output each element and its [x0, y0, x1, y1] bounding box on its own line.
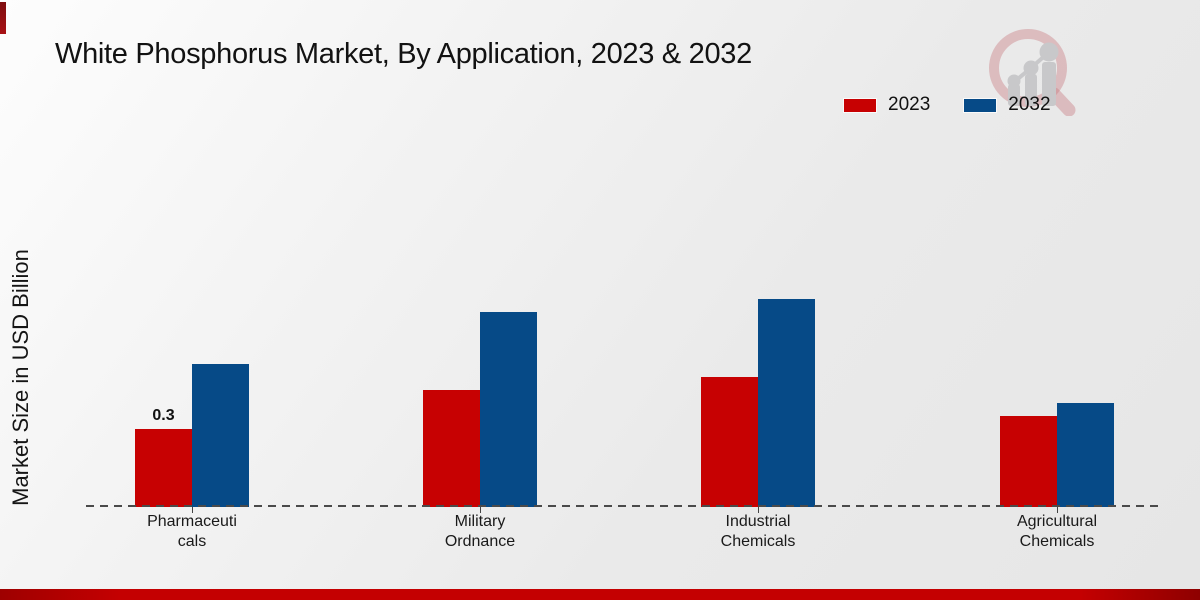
corner-accent-mark	[0, 2, 6, 34]
bar-2032-pharmaceuticals	[192, 364, 249, 507]
legend-item-2032: 2032	[963, 94, 1051, 116]
page-title: White Phosphorus Market, By Application,…	[55, 38, 752, 70]
legend-label: 2032	[1008, 94, 1051, 115]
magnifier-bar-chart-logo-icon	[989, 29, 1076, 116]
bar-2023-pharmaceuticals	[135, 429, 192, 507]
bar-2023-industrial-chemicals	[701, 377, 758, 507]
legend-swatch-2023	[843, 97, 877, 113]
x-axis-dashed-line	[86, 505, 1163, 507]
bar-2032-agricultural-chemicals	[1057, 403, 1114, 507]
bar-2032-military-ordnance	[480, 312, 537, 507]
x-axis-tick	[1057, 507, 1058, 513]
x-axis-tick	[758, 507, 759, 513]
bar-2023-agricultural-chemicals	[1000, 416, 1057, 507]
bar-value-label: 0.3	[152, 407, 175, 424]
bottom-accent-bar	[0, 589, 1200, 600]
category-label-industrial-chemicals: Industrial Chemicals	[720, 513, 796, 550]
category-label-pharmaceuticals: Pharmaceuti cals	[147, 513, 237, 550]
x-axis-tick	[192, 507, 193, 513]
legend-swatch-2032	[963, 97, 998, 113]
bar-2032-industrial-chemicals	[758, 299, 815, 507]
legend-item-2023: 2023	[843, 94, 930, 116]
legend: 2023 2032	[843, 94, 1051, 116]
category-label-military-ordnance: Military Ordnance	[444, 513, 516, 550]
category-label-agricultural-chemicals: Agricultural Chemicals	[1016, 513, 1098, 550]
x-axis-tick	[480, 507, 481, 513]
legend-label: 2023	[888, 94, 931, 115]
bar-2023-military-ordnance	[423, 390, 480, 507]
